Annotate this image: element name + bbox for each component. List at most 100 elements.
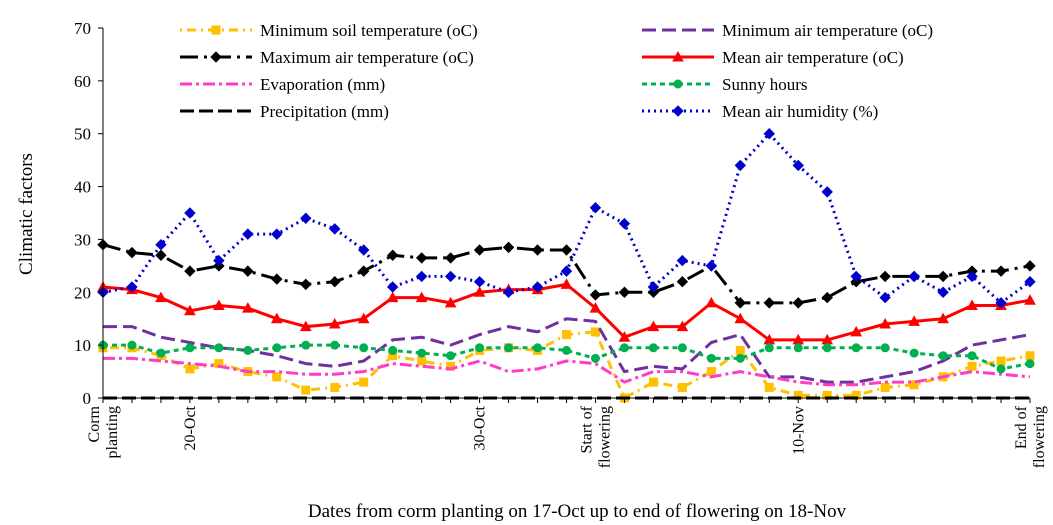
data-point [330,340,340,350]
data-point [386,281,399,293]
data-point [272,372,282,382]
data-point [444,296,457,308]
y-tick-label: 20 [74,283,91,302]
data-point [417,356,427,366]
data-point [329,276,341,288]
y-tick-label: 60 [74,72,91,91]
data-point [300,278,312,291]
data-point [560,278,573,289]
legend-marker [211,25,221,35]
data-point [589,302,602,313]
data-point [417,348,427,358]
legend: Minimum soil temperature (oC) Minimum air… [180,21,933,121]
plot-area [97,128,1036,403]
data-point [589,289,602,301]
series-minimum-air-temperature-oc [103,317,1031,384]
data-point [734,312,747,324]
data-point [734,297,747,309]
legend-marker [672,105,684,117]
legend-item: Precipitation (mm) [180,102,389,121]
data-point [879,291,891,304]
x-tick-label: Corm planting [86,405,121,458]
data-point [155,239,167,251]
legend-item: Evaporation (mm) [180,75,385,94]
data-point [504,343,514,353]
data-point [589,202,602,214]
legend-label: Evaporation (mm) [260,75,385,94]
data-point [241,302,254,313]
data-point [185,364,195,374]
data-point [879,317,892,329]
data-point [648,343,658,353]
data-point [851,343,861,353]
legend-label: Sunny hours [722,75,807,94]
legend-label: Precipitation (mm) [260,102,389,121]
data-point [735,353,745,363]
x-tick-label: 10-Nov [790,406,807,455]
data-point [1025,359,1035,369]
legend-label: Minimum air temperature (oC) [722,21,933,40]
data-point [995,297,1007,309]
y-tick-label: 50 [74,125,91,144]
data-point [329,223,341,235]
data-point [1024,276,1036,288]
x-tick-label-line: Start of [578,405,595,453]
data-point [676,320,689,332]
data-point [531,281,544,293]
data-point [243,345,253,355]
data-point [359,377,369,387]
data-point [619,343,629,353]
x-tick-label: Start of flowering [578,405,613,468]
data-point [184,304,196,316]
data-point [444,270,457,283]
data-point [155,249,167,261]
data-point [996,364,1006,374]
data-point [473,286,486,297]
data-point [677,382,687,392]
data-point [502,241,515,254]
data-point [763,297,775,309]
x-tick-label-line: Corm [86,405,103,442]
data-point [560,265,573,277]
data-point [126,246,138,259]
data-point [475,343,485,353]
x-tick-label: End of flowering [1013,405,1048,468]
legend-label: Mean air humidity (%) [722,102,878,121]
data-point [676,276,689,288]
data-point [127,340,137,350]
data-point [357,312,370,324]
data-point [618,286,631,298]
data-point [735,345,745,355]
data-point [763,128,775,140]
data-point [734,159,747,172]
data-point [995,265,1007,277]
series-mean-air-humidity [97,128,1036,309]
data-point [966,270,978,283]
data-point [966,299,978,310]
data-point [213,254,225,267]
data-point [967,361,977,371]
x-tick-label-line: 10-Nov [790,406,807,455]
x-tick-label: 20-Oct [182,405,199,450]
data-point [676,254,689,267]
y-tick-label: 70 [74,19,91,38]
legend-label: Maximum air temperature (oC) [260,48,474,67]
data-point [967,351,977,361]
data-point [677,343,687,353]
data-point [560,244,573,256]
legend-item: Sunny hours [642,75,807,94]
data-point [1024,294,1036,305]
data-point [359,343,369,353]
data-point [706,353,716,363]
data-point [185,343,195,353]
data-point [184,265,196,277]
data-point [822,343,832,353]
data-point [214,343,224,353]
data-point [764,343,774,353]
data-point [213,299,225,310]
data-point [937,270,949,283]
legend-item: Mean air humidity (%) [642,102,878,121]
data-point [502,286,515,298]
legend-item: Maximum air temperature (oC) [180,48,474,67]
data-point [618,217,631,230]
